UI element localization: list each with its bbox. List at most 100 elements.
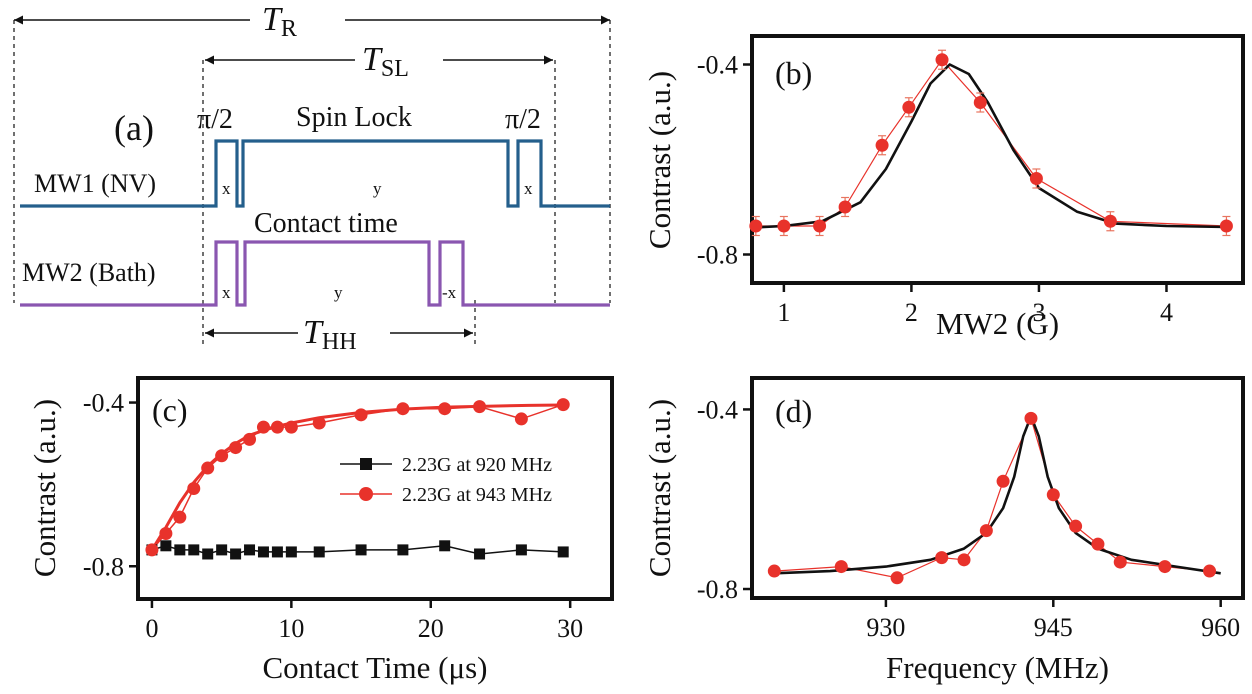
data-point — [354, 408, 368, 422]
data-point-square — [271, 546, 283, 558]
data-point — [187, 482, 201, 495]
x-tick-label: 1 — [777, 298, 790, 327]
chart-panel-c: 0 10 20 30 -0.8 -0.4 Contact Time (μs) Contrast… — [27, 376, 614, 685]
y-tick-label: -0.4 — [697, 51, 738, 80]
chart-panel-b: 1 2 3 4 -0.8 -0.4 MW2 (G) Contrast (a.u.) (b) — [642, 34, 1245, 341]
pi-half-right-label: π/2 — [505, 104, 541, 135]
data-point — [838, 200, 852, 214]
data-point — [875, 138, 889, 152]
plot-frame — [750, 34, 1245, 285]
data-point — [834, 560, 848, 574]
data-point — [957, 553, 971, 567]
data-point — [201, 461, 215, 475]
data-point-square — [188, 544, 200, 556]
mw1-nv-trace — [20, 139, 610, 208]
y-axis-label: Contrast (a.u.) — [642, 399, 677, 577]
mw1-phase-3: x — [524, 179, 533, 198]
spin-lock-label: Spin Lock — [296, 102, 412, 133]
data-point-square — [174, 544, 186, 556]
x-tick-label: 0 — [145, 614, 158, 643]
data-point-square — [397, 544, 409, 556]
data-point — [229, 441, 243, 455]
chart-panel-d: 930 945 960 -0.8 -0.4 Frequency (MHz) Contrast… — [642, 376, 1245, 685]
data-point-square — [355, 544, 367, 556]
data-point — [284, 420, 298, 434]
x-tick-label: 945 — [1034, 613, 1073, 642]
y-tick-label: -0.8 — [697, 575, 738, 604]
x-tick-label: 20 — [418, 614, 444, 643]
data-point-square — [257, 546, 269, 558]
data-point — [1158, 560, 1172, 574]
data-point — [1219, 219, 1233, 233]
data-point — [1113, 555, 1127, 569]
data-point — [1091, 537, 1105, 551]
legend-marker-circle — [359, 487, 373, 501]
data-point — [973, 96, 987, 109]
y-tick-label: -0.8 — [697, 241, 738, 270]
data-point — [1203, 564, 1217, 578]
data-point — [777, 219, 791, 233]
legend-entry: 2.23G at 943 MHz — [402, 484, 552, 506]
data-point-square — [230, 548, 242, 560]
panel-label-a: (a) — [114, 108, 154, 148]
mw2-phase-3: -x — [442, 283, 457, 302]
fit-curve — [150, 403, 564, 551]
mw1-phase-1: x — [222, 179, 231, 198]
x-tick-label: 930 — [866, 613, 905, 642]
data-point — [1024, 411, 1038, 425]
legend-marker-square — [360, 458, 372, 470]
data-point — [159, 527, 173, 541]
data-point-square — [285, 546, 297, 558]
data-point-square — [474, 548, 486, 560]
data-point — [145, 543, 159, 557]
data-point — [396, 402, 410, 416]
x-axis-label: MW2 (G) — [936, 306, 1059, 341]
data-point — [173, 510, 187, 524]
data-point — [813, 219, 827, 233]
pi-half-left-label: π/2 — [197, 104, 233, 135]
y-axis-label: Contrast (a.u.) — [27, 399, 62, 577]
data-point — [979, 524, 993, 538]
data-point — [556, 398, 570, 412]
data-point — [935, 53, 949, 67]
data-point — [767, 564, 781, 578]
data-point — [902, 100, 916, 114]
data-point — [514, 412, 528, 426]
data-point — [1029, 172, 1043, 185]
data-point — [312, 416, 326, 430]
data-point — [1103, 214, 1117, 228]
y-tick-label: -0.4 — [697, 395, 738, 424]
x-tick-label: 2 — [905, 298, 918, 327]
data-point-square — [216, 544, 228, 556]
contact-time-label: Contact time — [254, 208, 398, 239]
mw2-phase-2: y — [334, 283, 343, 302]
data-point — [270, 420, 284, 434]
x-tick-label: 10 — [278, 614, 304, 643]
data-connector-line — [774, 416, 1210, 579]
x-tick-label: 3 — [1032, 298, 1045, 327]
data-point — [749, 219, 763, 233]
panel-label-b: (b) — [775, 55, 812, 91]
plot-frame — [136, 376, 614, 601]
x-axis-label: Frequency (MHz) — [886, 650, 1109, 685]
data-connector-line — [755, 58, 1227, 227]
data-point — [1069, 519, 1083, 533]
data-point-square — [244, 544, 256, 556]
mw2-label: MW2 (Bath) — [22, 258, 156, 287]
data-point — [215, 449, 229, 463]
mw2-phase-1: x — [222, 283, 231, 302]
data-point — [996, 474, 1010, 488]
tr-label: TR — [262, 1, 297, 42]
data-point-square — [202, 548, 214, 560]
data-point — [935, 551, 949, 565]
mw2-bath-trace — [20, 240, 610, 307]
y-tick-label: -0.4 — [83, 389, 124, 418]
legend-entry: 2.23G at 920 MHz — [402, 454, 552, 476]
data-point-square — [557, 546, 569, 558]
x-tick-label: 30 — [557, 614, 583, 643]
data-point — [256, 420, 270, 434]
y-tick-label: -0.8 — [83, 552, 124, 581]
x-tick-label: 4 — [1160, 298, 1173, 327]
data-point — [473, 400, 487, 414]
